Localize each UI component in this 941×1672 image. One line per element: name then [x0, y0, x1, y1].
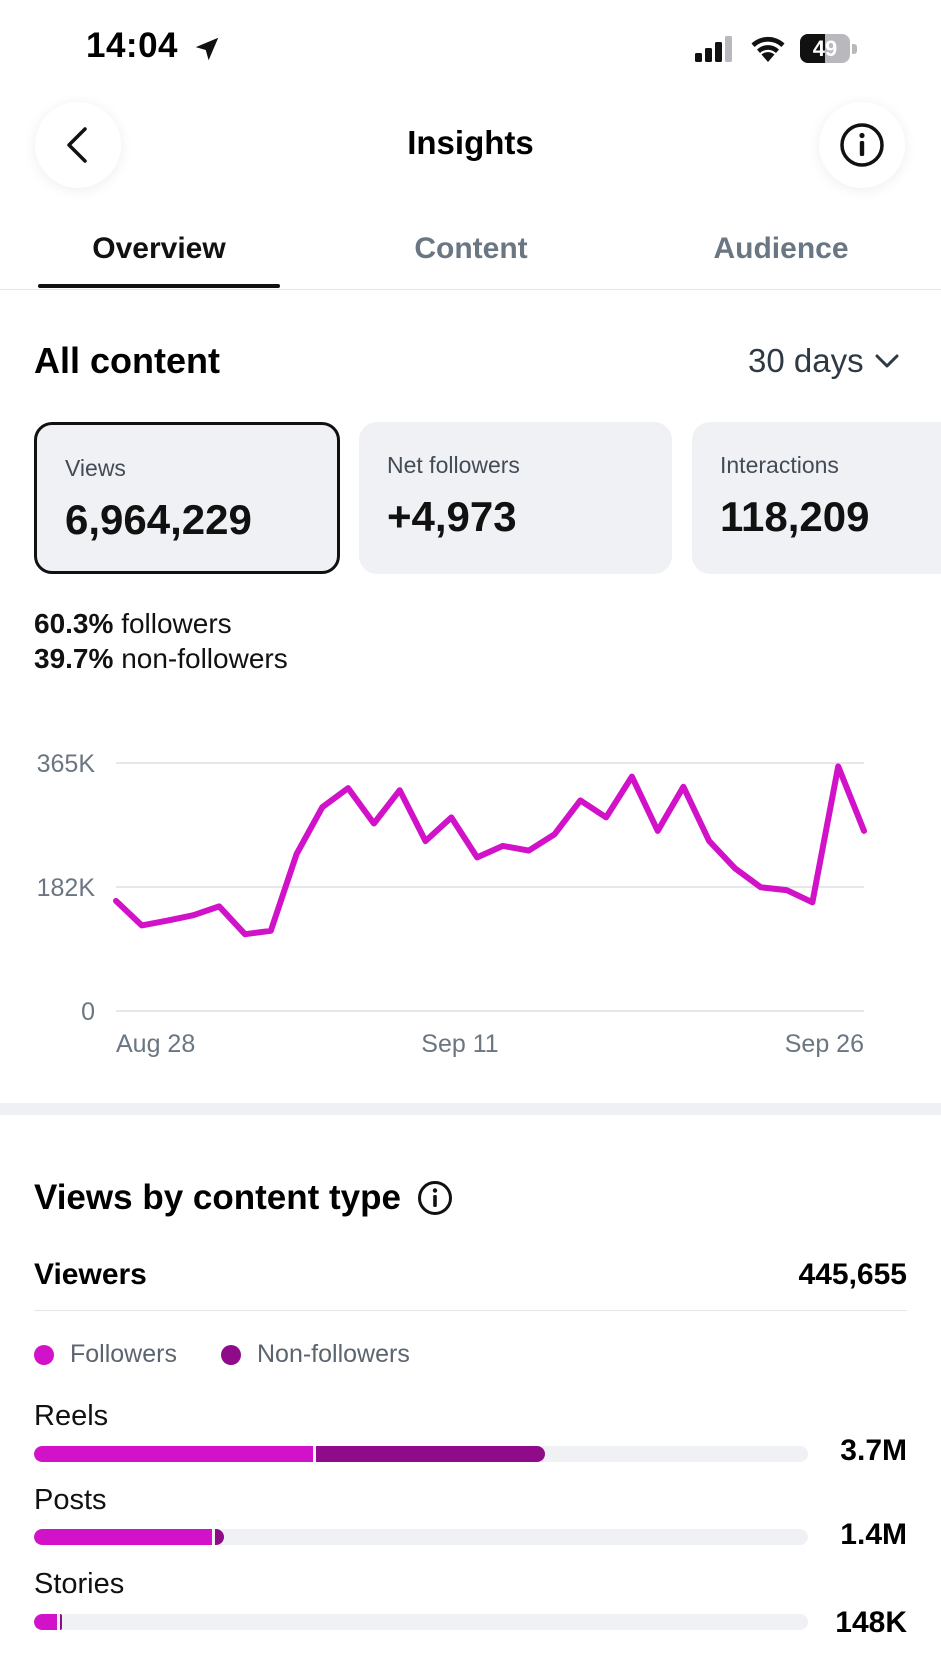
cellular-signal-icon — [695, 36, 732, 62]
chevron-down-icon — [875, 354, 899, 368]
date-range-dropdown[interactable]: 30 days — [748, 342, 900, 380]
content-type-label-reels: Reels — [34, 1400, 109, 1432]
info-button[interactable] — [819, 102, 905, 188]
reels-bar[interactable] — [34, 1446, 808, 1462]
metric-value: 6,964,229 — [65, 496, 252, 543]
location-arrow-icon — [195, 37, 219, 61]
info-icon — [840, 123, 884, 167]
chart-legend: Followers Non-followers — [34, 1340, 410, 1369]
viewers-row: Viewers 445,655 — [34, 1258, 907, 1292]
x-tick-label: Sep 11 — [421, 1030, 498, 1058]
section-separator — [0, 1103, 941, 1115]
metric-card-interactions[interactable]: Interactions 118,209 — [692, 422, 941, 574]
y-tick-label: 0 — [81, 998, 95, 1026]
legend-item-nonfollowers: Non-followers — [220, 1340, 410, 1369]
wifi-icon — [751, 36, 785, 62]
views-by-type-header: Views by content type — [34, 1178, 453, 1218]
x-tick-label: Sep 26 — [785, 1030, 864, 1058]
date-range-label: 30 days — [748, 342, 864, 379]
posts-bar[interactable] — [34, 1529, 808, 1545]
metric-label: Views — [65, 455, 126, 481]
metric-card-net-followers[interactable]: Net followers +4,973 — [359, 422, 672, 574]
followers-segment — [34, 1614, 58, 1630]
views-line-chart[interactable]: 365K 182K 0 Aug 28 Sep 11 Sep 26 — [0, 740, 941, 1060]
content-type-label-posts: Posts — [34, 1484, 107, 1516]
nonfollowers-text: non-followers — [121, 643, 288, 674]
nonfollowers-segment — [215, 1529, 224, 1545]
followers-percent: 60.3% — [34, 608, 114, 639]
viewers-label: Viewers — [34, 1258, 147, 1291]
legend-item-followers: Followers — [34, 1340, 177, 1369]
nonfollowers-dot-icon — [220, 1344, 241, 1365]
stories-bar[interactable] — [34, 1614, 808, 1630]
tab-overview[interactable]: Overview — [92, 232, 226, 265]
followers-dot-icon — [34, 1344, 54, 1365]
tab-audience[interactable]: Audience — [713, 232, 849, 265]
back-button[interactable] — [35, 102, 121, 188]
tab-content[interactable]: Content — [414, 232, 528, 265]
nonfollowers-percent: 39.7% — [34, 643, 114, 674]
tabs-divider — [0, 289, 941, 290]
x-tick-label: Aug 28 — [116, 1030, 195, 1058]
metric-card-views[interactable]: Views 6,964,229 — [34, 422, 340, 574]
followers-text: followers — [121, 608, 232, 639]
metric-label: Net followers — [387, 452, 520, 478]
section-heading-views-by-type: Views by content type — [34, 1178, 401, 1217]
status-time: 14:04 — [86, 26, 179, 65]
section-heading-all-content: All content — [34, 340, 220, 381]
nonfollowers-segment — [60, 1614, 63, 1630]
metric-label: Interactions — [720, 452, 839, 478]
viewers-value: 445,655 — [798, 1258, 907, 1291]
battery-icon: 49 — [800, 34, 858, 63]
followers-segment — [34, 1529, 213, 1545]
y-tick-label: 182K — [37, 874, 96, 902]
followers-segment — [34, 1446, 313, 1462]
divider — [34, 1310, 907, 1311]
chevron-left-icon — [67, 127, 87, 163]
nonfollowers-segment — [315, 1446, 545, 1462]
y-tick-label: 365K — [37, 750, 96, 778]
legend-label: Non-followers — [256, 1340, 410, 1368]
content-type-value-stories: 148K — [835, 1606, 907, 1639]
metric-value: +4,973 — [387, 493, 517, 540]
metric-value: 118,209 — [720, 493, 870, 540]
page-title: Insights — [407, 124, 534, 161]
views-series-line — [113, 763, 867, 938]
content-type-value-reels: 3.7M — [840, 1434, 907, 1467]
active-tab-indicator — [38, 284, 280, 288]
content-type-label-stories: Stories — [34, 1568, 125, 1600]
content-type-value-posts: 1.4M — [840, 1518, 907, 1551]
audience-split: 60.3% followers 39.7% non-followers — [34, 606, 288, 676]
info-icon[interactable] — [417, 1180, 453, 1216]
legend-label: Followers — [70, 1340, 177, 1368]
